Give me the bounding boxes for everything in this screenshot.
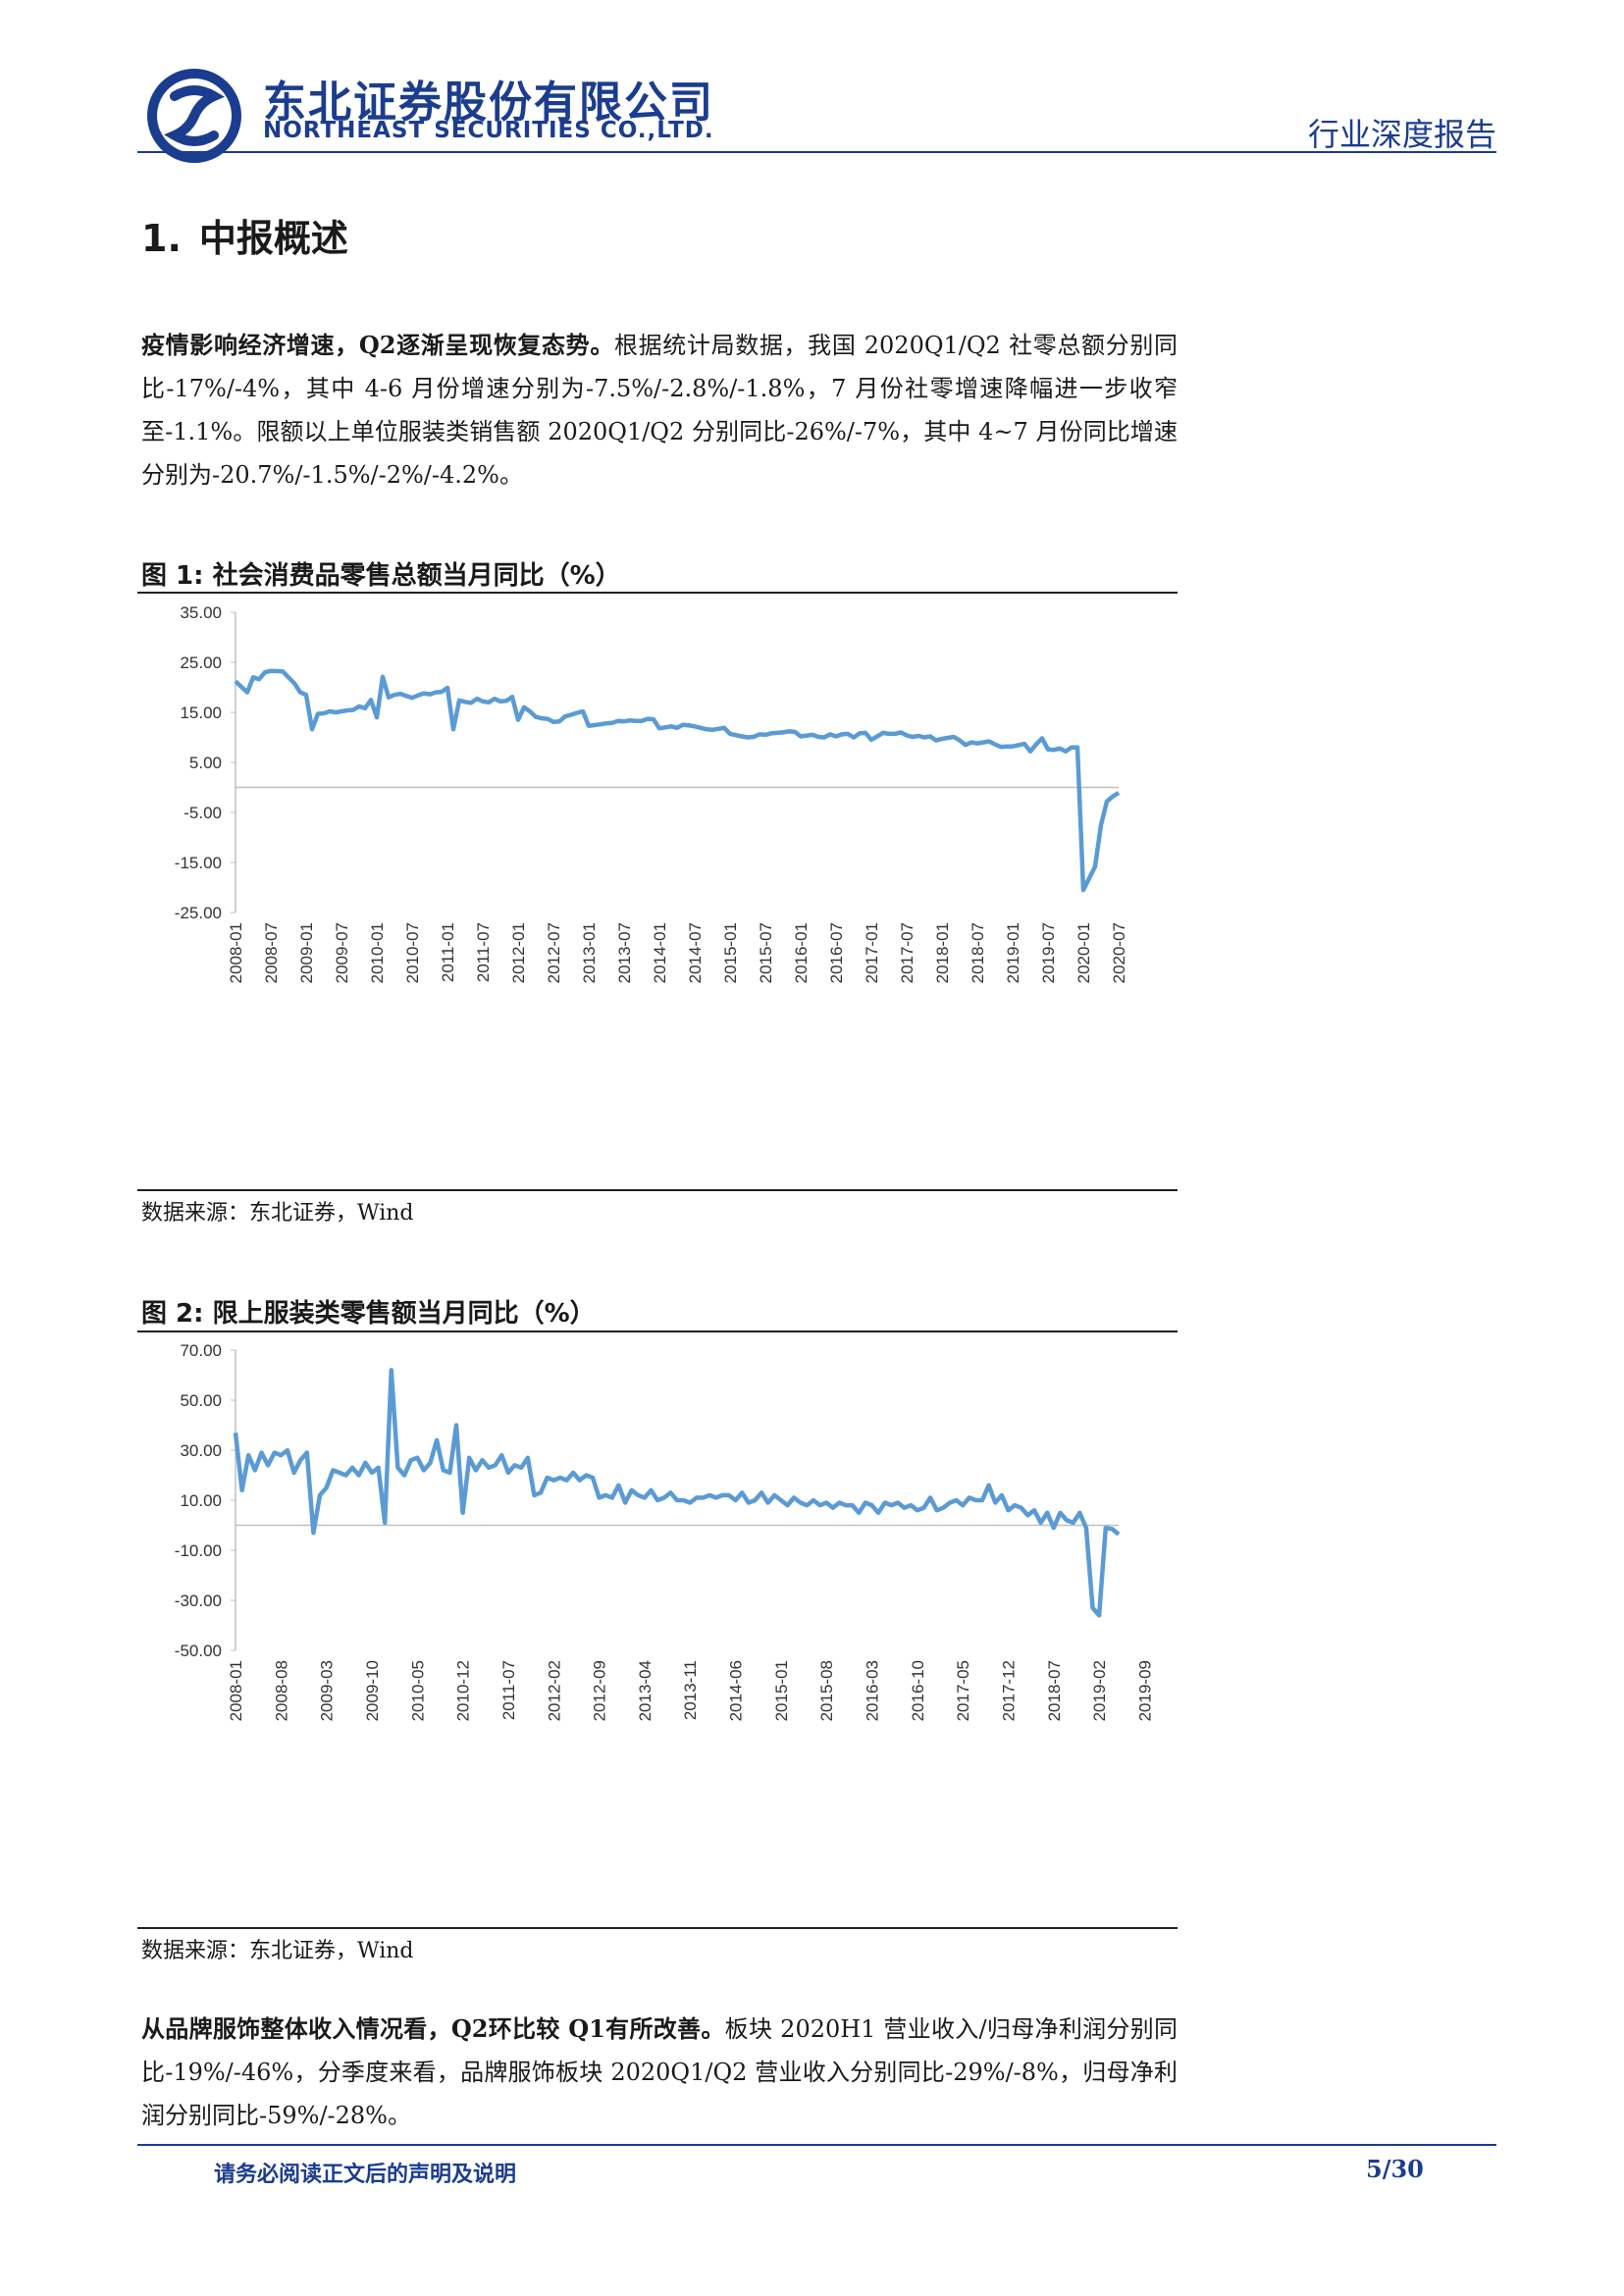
y-tick-label: -30.00 bbox=[175, 1592, 222, 1610]
footer-disclaimer: 请务必阅读正文后的声明及说明 bbox=[214, 2163, 517, 2187]
x-tick-label: 2009-01 bbox=[297, 922, 316, 983]
y-tick-label: -25.00 bbox=[175, 904, 222, 922]
company-name-cn: 东北证券股份有限公司 bbox=[263, 78, 714, 128]
x-tick-label: 2010-01 bbox=[368, 922, 387, 983]
x-tick-label: 2011-07 bbox=[474, 922, 493, 982]
paragraph-1-body: 根据统计局数据，我国 2020Q1/Q2 社零总额分别同比-17%/-4%，其中… bbox=[141, 332, 1178, 489]
report-type: 行业深度报告 bbox=[1307, 116, 1496, 153]
x-tick-label: 2009-03 bbox=[318, 1660, 337, 1721]
y-tick-label: -15.00 bbox=[175, 854, 222, 872]
x-tick-label: 2010-05 bbox=[408, 1660, 427, 1721]
paragraph-1-lead: 疫情影响经济增速，Q2逐渐呈现恢复态势。 bbox=[141, 331, 614, 359]
figure-2-svg: 70.00 50.00 30.00 10.00 -10.00 -30.00 -50.00 20… bbox=[175, 1341, 1155, 1721]
x-tick-label: 2012-01 bbox=[509, 922, 528, 983]
y-tick-label: 10.00 bbox=[180, 1491, 222, 1510]
y-tick-label: 50.00 bbox=[180, 1391, 222, 1410]
x-tick-label: 2017-05 bbox=[954, 1660, 972, 1721]
x-tick-label: 2019-02 bbox=[1090, 1660, 1109, 1721]
x-tick-label: 2016-03 bbox=[864, 1660, 882, 1721]
x-tick-label: 2017-07 bbox=[898, 922, 917, 983]
section-number: 1. bbox=[141, 217, 182, 260]
y-tick-label: -50.00 bbox=[175, 1642, 222, 1660]
x-tick-label: 2009-07 bbox=[333, 922, 351, 983]
x-tick-label: 2017-12 bbox=[1000, 1660, 1019, 1721]
x-tick-label: 2012-07 bbox=[545, 922, 563, 983]
x-tick-label: 2013-01 bbox=[580, 922, 599, 983]
y-tick-label: 25.00 bbox=[180, 653, 222, 672]
x-tick-label: 2019-09 bbox=[1135, 1660, 1154, 1721]
y-tick-label: 35.00 bbox=[180, 603, 222, 622]
footer-rule bbox=[137, 2144, 1496, 2146]
figure-2-source: 数据来源：东北证券，Wind bbox=[141, 1939, 414, 1963]
x-tick-label: 2018-07 bbox=[969, 922, 987, 983]
x-tick-label: 2008-01 bbox=[227, 1660, 245, 1721]
x-tick-label: 2012-09 bbox=[591, 1660, 609, 1721]
x-tick-label: 2019-01 bbox=[1004, 922, 1022, 983]
x-tick-label: 2011-07 bbox=[499, 1660, 518, 1720]
x-tick-label: 2009-10 bbox=[363, 1660, 382, 1721]
x-tick-label: 2010-07 bbox=[403, 922, 422, 983]
x-tick-label: 2014-06 bbox=[727, 1660, 746, 1721]
x-tick-label: 2010-12 bbox=[454, 1660, 473, 1721]
figure-1-chart: 35.00 25.00 15.00 5.00 -5.00 -15.00 -25.00 2008… bbox=[137, 599, 1178, 1187]
y-tick-label: 5.00 bbox=[189, 754, 222, 772]
x-tick-label: 2016-01 bbox=[792, 922, 811, 983]
figure-2-top-rule bbox=[137, 1331, 1178, 1332]
section-heading: 1. 中报概述 bbox=[141, 208, 348, 262]
x-tick-label: 2015-08 bbox=[817, 1660, 836, 1721]
figure-2-bottom-rule bbox=[137, 1927, 1178, 1929]
x-tick-label: 2018-01 bbox=[933, 922, 952, 983]
figure-1-bottom-rule bbox=[137, 1189, 1178, 1191]
x-tick-label: 2008-01 bbox=[227, 922, 245, 983]
figure-1-source: 数据来源：东北证券，Wind bbox=[141, 1201, 414, 1226]
figure-1-title: 图 1: 社会消费品零售总额当月同比（%） bbox=[141, 561, 621, 591]
x-tick-label: 2018-07 bbox=[1045, 1660, 1064, 1721]
x-tick-label: 2011-01 bbox=[439, 922, 457, 982]
x-tick-label: 2020-01 bbox=[1074, 922, 1093, 983]
x-tick-label: 2008-07 bbox=[262, 922, 281, 983]
company-name-en: NORTHEAST SECURITIES CO.,LTD. bbox=[263, 118, 714, 143]
x-tick-label: 2013-11 bbox=[681, 1660, 700, 1720]
x-tick-label: 2008-08 bbox=[272, 1660, 290, 1721]
x-tick-label: 2016-10 bbox=[909, 1660, 927, 1721]
page-number: 5/30 bbox=[1366, 2155, 1424, 2183]
figure-1-svg: 35.00 25.00 15.00 5.00 -5.00 -15.00 -25.00 2008… bbox=[175, 603, 1128, 983]
header-rule bbox=[137, 151, 1496, 153]
y-tick-label: 30.00 bbox=[180, 1441, 222, 1460]
x-tick-label: 2014-07 bbox=[686, 922, 705, 983]
section-title: 中报概述 bbox=[198, 217, 348, 260]
x-tick-label: 2016-07 bbox=[827, 922, 846, 983]
y-tick-label: 70.00 bbox=[180, 1341, 222, 1360]
paragraph-2: 从品牌服饰整体收入情况看，Q2环比较 Q1有所改善。板块 2020H1 营业收入… bbox=[141, 2008, 1178, 2137]
x-tick-label: 2015-01 bbox=[772, 1660, 791, 1721]
x-tick-label: 2020-07 bbox=[1110, 922, 1128, 983]
series-line-1 bbox=[234, 668, 1121, 893]
figure-1-top-rule bbox=[137, 592, 1178, 594]
series-line-2 bbox=[233, 1368, 1121, 1618]
paragraph-1: 疫情影响经济增速，Q2逐渐呈现恢复态势。根据统计局数据，我国 2020Q1/Q2… bbox=[141, 324, 1178, 496]
y-tick-label: 15.00 bbox=[180, 704, 222, 722]
paragraph-2-lead: 从品牌服饰整体收入情况看，Q2环比较 Q1有所改善。 bbox=[141, 2014, 725, 2043]
x-tick-label: 2015-01 bbox=[721, 922, 740, 983]
figure-2-title: 图 2: 限上服装类零售额当月同比（%） bbox=[141, 1299, 596, 1329]
x-tick-label: 2012-02 bbox=[545, 1660, 563, 1721]
company-logo bbox=[145, 67, 243, 165]
x-tick-label: 2013-07 bbox=[615, 922, 634, 983]
paragraph-2-body: 板块 2020H1 营业收入/归母净利润分别同比-19%/-46%，分季度来看，… bbox=[141, 2015, 1178, 2129]
x-tick-label: 2019-07 bbox=[1039, 922, 1058, 983]
x-tick-label: 2013-04 bbox=[636, 1660, 655, 1721]
figure-2-chart: 70.00 50.00 30.00 10.00 -10.00 -30.00 -50.00 20… bbox=[137, 1336, 1178, 1925]
x-tick-label: 2017-01 bbox=[863, 922, 881, 983]
y-tick-label: -10.00 bbox=[175, 1541, 222, 1560]
x-tick-label: 2014-01 bbox=[651, 922, 669, 983]
y-tick-label: -5.00 bbox=[183, 804, 222, 822]
x-tick-label: 2015-07 bbox=[757, 922, 775, 983]
